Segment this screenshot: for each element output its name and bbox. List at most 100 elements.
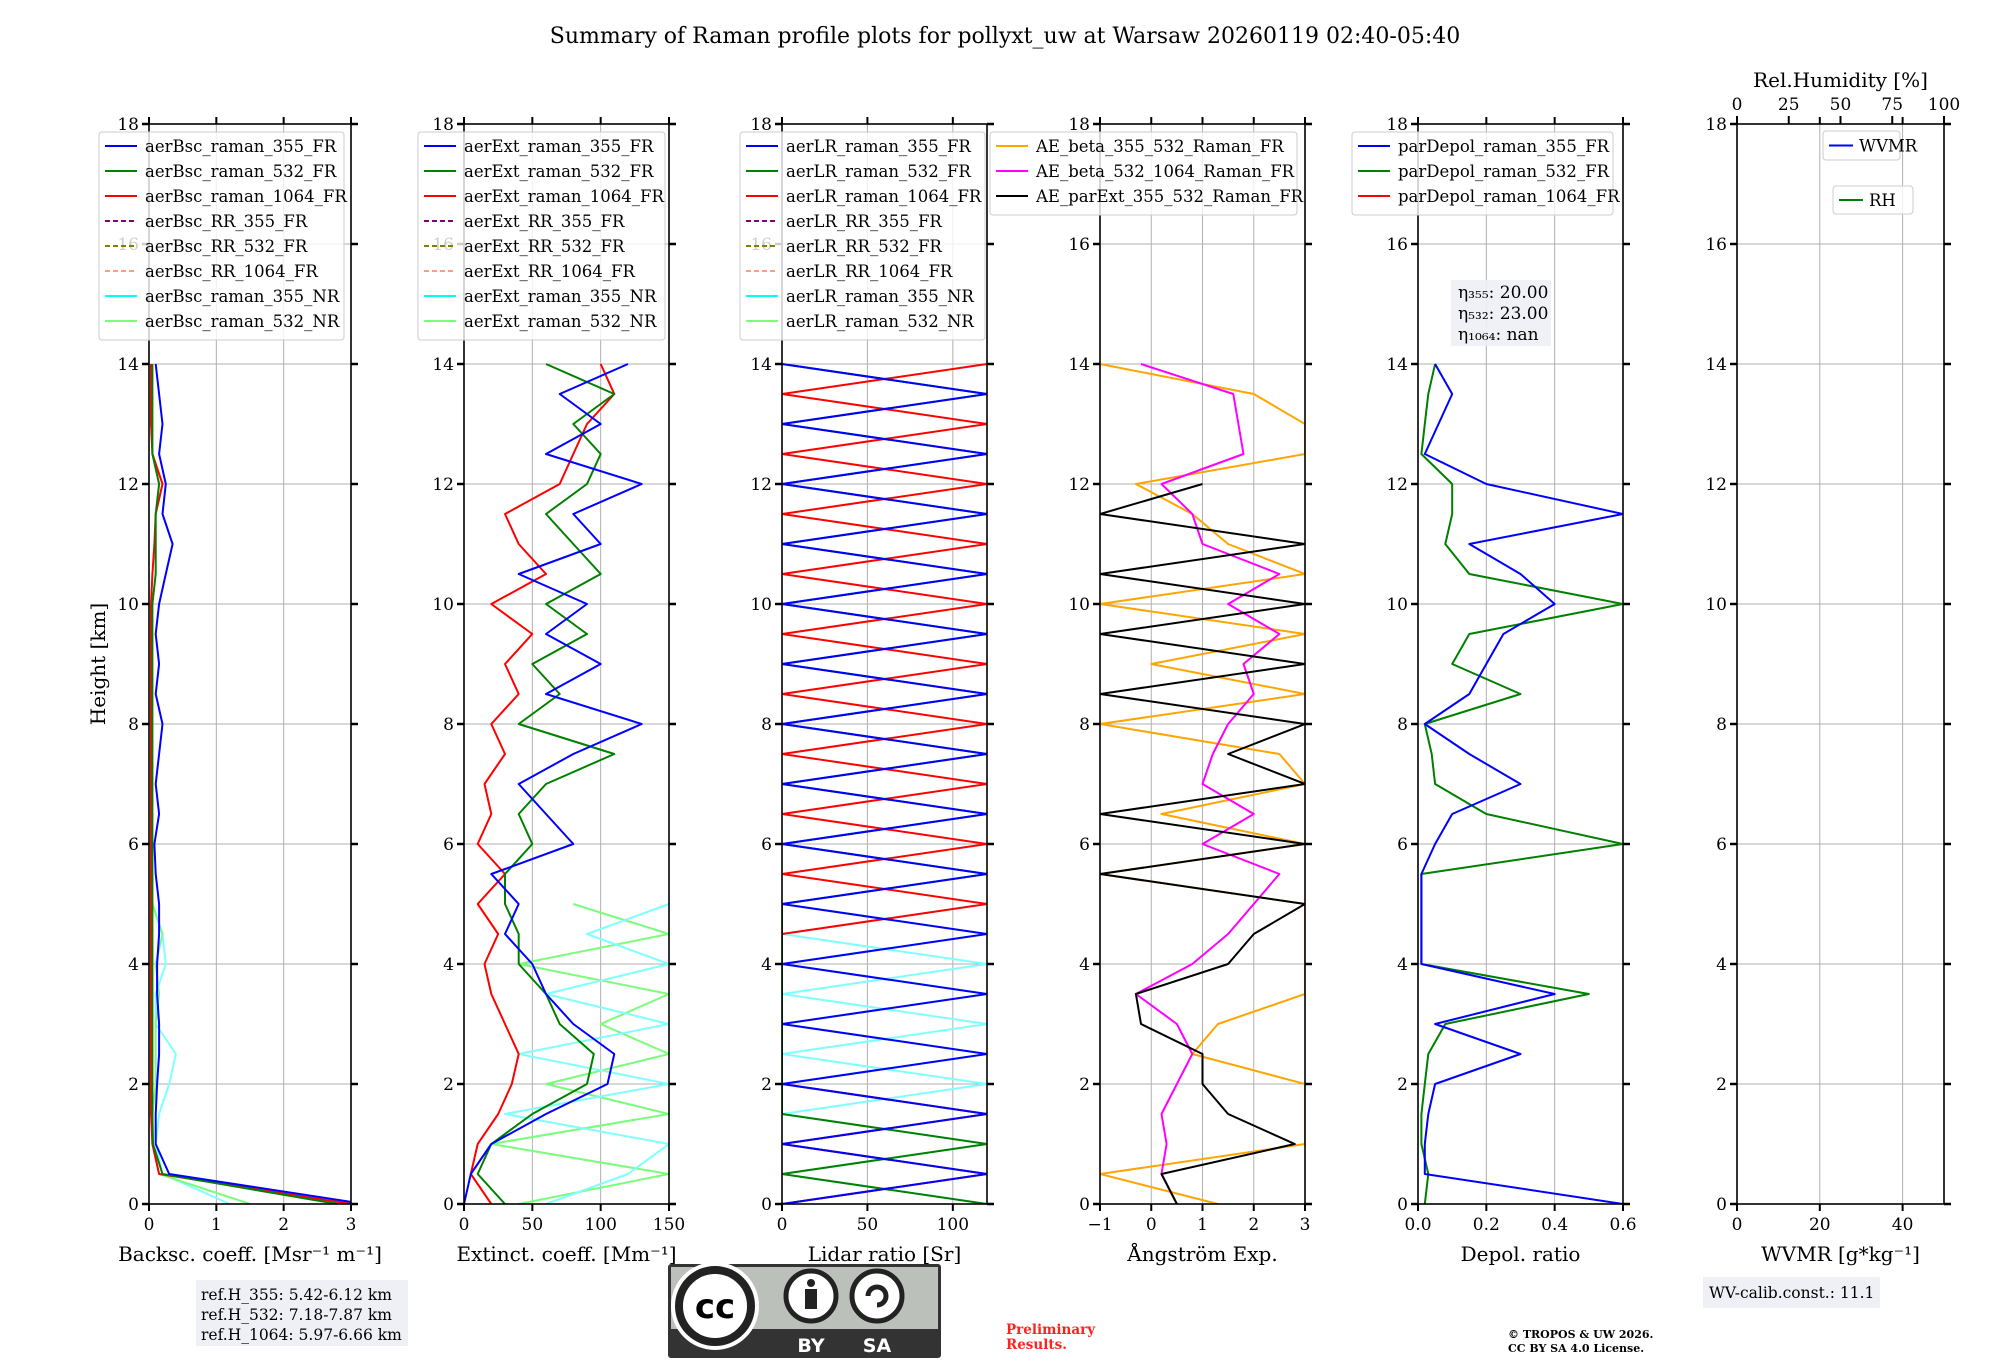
x-tick-label: 0.0 [1404,1215,1431,1235]
legend-label: parDepol_raman_355_FR [1398,137,1610,156]
y-tick-label: 14 [750,355,772,375]
y-tick-label: 8 [128,715,139,735]
legend-label: aerExt_raman_532_FR [464,162,654,181]
y-tick-label: 10 [432,595,454,615]
figure-title: Summary of Raman profile plots for polly… [550,24,1460,49]
wv-calibration-box: WV-calib.const.: 11.1 [1703,1277,1880,1308]
y-tick-label: 18 [1068,115,1090,135]
x-tick-label: −1 [1087,1215,1112,1235]
series-line-AE_beta_355_532_Raman_FR [1100,363,1305,1204]
legend-label: aerLR_RR_532_FR [786,237,942,256]
legend-label: aerBsc_raman_532_NR [145,312,340,331]
series-line-aerBsc_raman_355_FR [153,363,351,1203]
top-tick-label: 25 [1778,95,1800,115]
panel-lidar-ratio: 024681012141618050100Lidar ratio [Sr]aer… [739,115,994,1266]
y-tick-label: 2 [1397,1075,1408,1095]
y-tick-label: 6 [1079,835,1090,855]
legend-label: aerExt_raman_532_NR [464,312,657,331]
legend-label: aerBsc_raman_1064_FR [145,187,347,206]
x-tick-label: 0 [144,1215,155,1235]
legend-label: aerExt_raman_355_NR [464,287,657,306]
x-axis-label: WVMR [g*kg⁻¹] [1761,1242,1920,1266]
series-line-aerBsc_raman_532_FR [151,364,338,1204]
x-tick-label: 0.6 [1609,1215,1636,1235]
y-tick-label: 4 [1079,955,1090,975]
legend-label: aerLR_RR_1064_FR [786,262,953,281]
y-tick-label: 0 [128,1195,139,1215]
y-tick-label: 2 [761,1075,772,1095]
panel-extinction: 024681012141618050100150Extinct. coeff. … [417,115,685,1266]
x-tick-label: 0 [1732,1215,1743,1235]
panel-depolarization: 0 2 4 6 8 10 12 14 16 18 0.0 0.2 0.4 0.6 Depol. ratio p… [1351,115,1637,1266]
legend-label: WVMR [1859,137,1918,156]
legend-label: aerBsc_raman_355_FR [145,137,337,156]
legend-label: aerExt_raman_1064_FR [464,187,664,206]
cc-by-sa-logo: cc BY SA [668,1262,941,1358]
legend-label: parDepol_raman_1064_FR [1398,187,1620,206]
legend-label: aerLR_raman_1064_FR [786,187,982,206]
preliminary-results-line2: Results. [1006,1337,1067,1353]
y-tick-label: 0 [1079,1195,1090,1215]
by-label: BY [797,1335,824,1357]
legend-box [98,131,345,341]
y-tick-label: 4 [443,955,454,975]
preliminary-results-line1: Preliminary [1006,1322,1096,1338]
y-tick-label: 14 [1705,355,1727,375]
legend-label: aerLR_raman_355_NR [786,287,974,306]
ref-height-532: ref.H_532: 7.18-7.87 km [201,1306,392,1324]
series-line-aerLR_raman_532_FR [782,363,987,1204]
series-line-parDepol_raman_532_FR [1420,363,1623,1204]
series-group [464,363,669,1204]
y-tick-label: 18 [117,115,139,135]
series-line-aerLR_raman_355_FR [782,363,987,1204]
legend-label: aerLR_raman_532_NR [786,312,974,331]
y-tick-label: 6 [1397,835,1408,855]
y-tick-label: 6 [1716,835,1727,855]
legend-label: aerLR_raman_355_FR [786,137,971,156]
series-line-aerLR_raman_1064_FR [782,363,987,1204]
eta-annotation: η₃₅₅: 20.00 η₅₃₂: 23.00 η₁₀₆₄: nan [1451,280,1551,346]
y-tick-label: 14 [1068,355,1090,375]
top-axis-label: Rel.Humidity [%] [1753,68,1928,92]
sa-share-icon [849,1268,905,1324]
y-tick-label: 10 [117,595,139,615]
panels: 0246810121416180123Backsc. coeff. [Msr⁻¹… [98,68,1960,1266]
y-tick-label: 10 [1068,595,1090,615]
panel-backscatter: 0246810121416180123Backsc. coeff. [Msr⁻¹… [98,115,382,1266]
x-tick-label: 20 [1809,1215,1831,1235]
legend: aerBsc_raman_355_FR aerBsc_raman_532_FRae… [98,131,347,341]
axes-frame [781,123,988,1205]
y-tick-label: 12 [1705,475,1727,495]
legend-box [1351,131,1614,216]
series-line-aerExt_raman_1064_FR [469,363,616,1204]
axes-frame [148,123,352,1205]
y-tick-label: 18 [432,115,454,135]
x-tick-label: 3 [1300,1215,1311,1235]
ref-height-355: ref.H_355: 5.42-6.12 km [201,1286,392,1304]
legend: aerLR_raman_355_FR aerLR_raman_532_FR aerL… [739,131,986,341]
x-tick-label: 2 [1248,1215,1259,1235]
legend-wvmr: WVMR [1822,130,1918,161]
y-tick-label: 2 [1716,1075,1727,1095]
series-line-aerBsc_raman_532_NR [151,903,251,1204]
x-tick-label: 3 [346,1215,357,1235]
x-tick-label: 0 [1146,1215,1157,1235]
legend-label: aerExt_RR_532_FR [464,237,625,256]
legend: parDepol_raman_355_FR parDepol_raman_532_… [1351,131,1620,216]
y-tick-label: 2 [443,1075,454,1095]
x-tick-label: 100 [937,1215,969,1235]
x-tick-label: 0 [459,1215,470,1235]
x-axis-label: Backsc. coeff. [Msr⁻¹ m⁻¹] [118,1242,382,1266]
legend-label: aerBsc_raman_355_NR [145,287,340,306]
y-tick-label: 10 [750,595,772,615]
series-group [1100,363,1305,1204]
eta-1064: η₁₀₆₄: nan [1458,325,1539,345]
y-tick-label: 8 [761,715,772,735]
axes-frame [463,123,670,1205]
series-line-AE_parExt_355_532_Raman_FR [1100,483,1305,1204]
x-tick-label: 40 [1892,1215,1914,1235]
y-tick-label: 12 [117,475,139,495]
legend-box [739,131,986,341]
y-tick-label: 2 [128,1075,139,1095]
